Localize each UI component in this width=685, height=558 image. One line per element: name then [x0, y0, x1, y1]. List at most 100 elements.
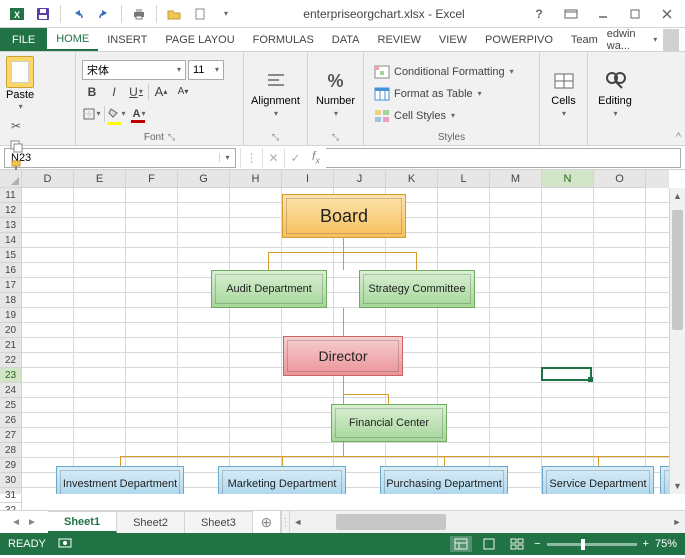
tab-page-layou[interactable]: PAGE LAYOU: [156, 28, 243, 51]
row-header-13[interactable]: 13: [0, 218, 22, 233]
print-icon[interactable]: [128, 3, 150, 25]
row-header-24[interactable]: 24: [0, 383, 22, 398]
open-icon[interactable]: [163, 3, 185, 25]
row-header-30[interactable]: 30: [0, 473, 22, 488]
user-name[interactable]: edwin wa...: [607, 28, 646, 52]
shrink-font-button[interactable]: A▾: [173, 82, 193, 102]
zoom-slider[interactable]: [547, 543, 637, 546]
row-header-28[interactable]: 28: [0, 443, 22, 458]
zoom-out-icon[interactable]: −: [534, 538, 540, 550]
row-header-11[interactable]: 11: [0, 188, 22, 203]
font-name-select[interactable]: 宋体▾: [82, 60, 186, 80]
sheet-tab-sheet1[interactable]: Sheet1: [48, 511, 117, 533]
undo-icon[interactable]: [67, 3, 89, 25]
row-header-20[interactable]: 20: [0, 323, 22, 338]
normal-view-icon[interactable]: [450, 536, 472, 552]
minimize-icon[interactable]: [589, 3, 617, 25]
row-header-29[interactable]: 29: [0, 458, 22, 473]
col-header-K[interactable]: K: [386, 170, 438, 188]
editing-button[interactable]: Editing ▾: [594, 54, 636, 129]
maximize-icon[interactable]: [621, 3, 649, 25]
alignment-button[interactable]: Alignment ▾: [250, 54, 301, 129]
sheet-nav[interactable]: ◄►: [0, 511, 48, 533]
zoom-level[interactable]: 75%: [655, 538, 677, 550]
tab-data[interactable]: DATA: [323, 28, 369, 51]
hscroll-track[interactable]: [306, 511, 669, 533]
select-all-corner[interactable]: [0, 170, 22, 188]
font-size-select[interactable]: 11▾: [188, 60, 224, 80]
row-header-12[interactable]: 12: [0, 203, 22, 218]
redo-icon[interactable]: [93, 3, 115, 25]
orgchart-node-marketing[interactable]: Marketing Department: [218, 466, 346, 494]
row-header-25[interactable]: 25: [0, 398, 22, 413]
col-header-J[interactable]: J: [334, 170, 386, 188]
alignment-launcher-icon[interactable]: ⤡: [272, 132, 279, 143]
zoom-in-icon[interactable]: +: [643, 538, 649, 550]
cells-button[interactable]: Cells ▾: [546, 54, 581, 129]
cells-canvas[interactable]: BoardAudit DepartmentStrategy CommitteeD…: [22, 188, 669, 494]
save-icon[interactable]: [32, 3, 54, 25]
column-headers[interactable]: DEFGHIJKLMNO: [22, 170, 669, 188]
scroll-up-icon[interactable]: ▲: [670, 188, 685, 204]
orgchart-node-fincenter[interactable]: Financial Center: [331, 404, 447, 442]
scroll-down-icon[interactable]: ▼: [670, 478, 685, 494]
row-header-26[interactable]: 26: [0, 413, 22, 428]
borders-button[interactable]: ▾: [82, 104, 102, 124]
excel-icon[interactable]: X: [6, 3, 28, 25]
col-header-N[interactable]: N: [542, 170, 594, 188]
number-button[interactable]: % Number ▾: [314, 54, 357, 129]
row-header-16[interactable]: 16: [0, 263, 22, 278]
hscroll-right-icon[interactable]: ►: [669, 517, 685, 527]
col-header-L[interactable]: L: [438, 170, 490, 188]
tab-home[interactable]: HOME: [47, 28, 98, 51]
tab-team[interactable]: Team: [562, 28, 607, 51]
row-header-19[interactable]: 19: [0, 308, 22, 323]
orgchart-node-director[interactable]: Director: [283, 336, 403, 376]
tab-file[interactable]: FILE: [0, 28, 47, 51]
help-icon[interactable]: ?: [525, 3, 553, 25]
tab-review[interactable]: REVIEW: [369, 28, 430, 51]
row-header-32[interactable]: 32: [0, 503, 22, 510]
qat-customize-icon[interactable]: ▾: [215, 3, 237, 25]
row-header-23[interactable]: 23: [0, 368, 22, 383]
cancel-edit-icon[interactable]: ✕: [262, 148, 284, 168]
page-layout-view-icon[interactable]: [478, 536, 500, 552]
row-header-14[interactable]: 14: [0, 233, 22, 248]
fx-icon[interactable]: fx: [306, 149, 326, 165]
underline-button[interactable]: U▾: [126, 82, 146, 102]
page-break-view-icon[interactable]: [506, 536, 528, 552]
collapse-ribbon-icon[interactable]: ^: [676, 131, 681, 143]
worksheet-grid[interactable]: DEFGHIJKLMNO 111213141516171819202122232…: [0, 170, 685, 510]
fill-color-button[interactable]: ▾: [107, 104, 127, 124]
col-header-G[interactable]: G: [178, 170, 230, 188]
row-header-27[interactable]: 27: [0, 428, 22, 443]
vertical-scrollbar[interactable]: ▲ ▼: [669, 188, 685, 494]
row-header-21[interactable]: 21: [0, 338, 22, 353]
zoom-thumb[interactable]: [581, 539, 585, 550]
name-box-dropdown-icon[interactable]: ▾: [219, 153, 235, 162]
close-icon[interactable]: [653, 3, 681, 25]
tab-insert[interactable]: INSERT: [98, 28, 156, 51]
font-color-button[interactable]: A▾: [129, 104, 149, 124]
tab-powerpivo[interactable]: POWERPIVO: [476, 28, 562, 51]
orgchart-node-service[interactable]: Service Department: [542, 466, 654, 494]
col-header-I[interactable]: I: [282, 170, 334, 188]
cut-icon[interactable]: ✂: [6, 117, 26, 135]
hscroll-left-icon[interactable]: ◄: [290, 517, 306, 527]
vertical-scroll-thumb[interactable]: [672, 210, 683, 330]
format-as-table-button[interactable]: Format as Table▾: [370, 84, 533, 104]
selected-cell[interactable]: [541, 367, 592, 381]
row-header-31[interactable]: 31: [0, 488, 22, 503]
ribbon-display-icon[interactable]: [557, 3, 585, 25]
col-header-O[interactable]: O: [594, 170, 646, 188]
bold-button[interactable]: B: [82, 82, 102, 102]
orgchart-node-board[interactable]: Board: [282, 194, 406, 238]
grow-font-button[interactable]: A▴: [151, 82, 171, 102]
row-header-18[interactable]: 18: [0, 293, 22, 308]
row-headers[interactable]: 1112131415161718192021222324252627282930…: [0, 188, 22, 494]
new-sheet-button[interactable]: ⊕: [253, 511, 281, 533]
sheet-tab-sheet2[interactable]: Sheet2: [117, 511, 185, 533]
col-header-D[interactable]: D: [22, 170, 74, 188]
row-header-15[interactable]: 15: [0, 248, 22, 263]
cell-styles-button[interactable]: Cell Styles▾: [370, 106, 533, 126]
